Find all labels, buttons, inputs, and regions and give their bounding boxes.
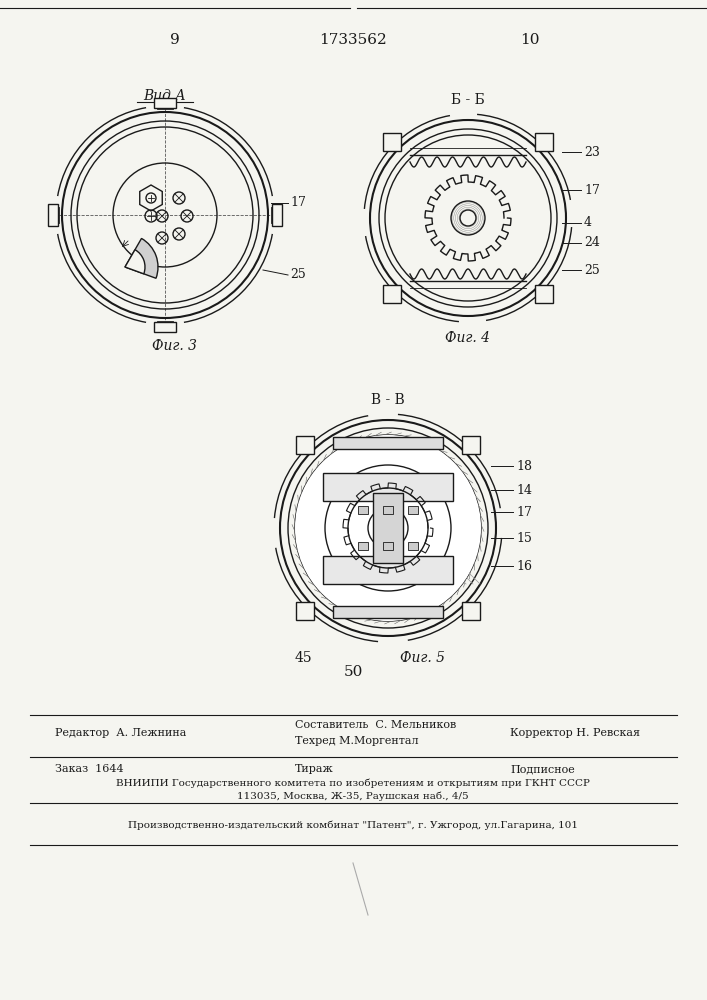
Text: Подписное: Подписное — [510, 764, 575, 774]
Bar — [296, 436, 315, 454]
Bar — [48, 204, 58, 226]
Bar — [272, 204, 282, 226]
Bar — [383, 542, 393, 550]
Text: 10: 10 — [520, 33, 539, 47]
Text: 45: 45 — [294, 651, 312, 665]
Text: Производственно-издательский комбинат "Патент", г. Ужгород, ул.Гагарина, 101: Производственно-издательский комбинат "П… — [128, 820, 578, 830]
Text: ВНИИПИ Государственного комитета по изобретениям и открытиям при ГКНТ СССР: ВНИИПИ Государственного комитета по изоб… — [116, 778, 590, 788]
Text: 17: 17 — [516, 506, 532, 518]
Text: 15: 15 — [516, 532, 532, 544]
Text: Корректор Н. Ревская: Корректор Н. Ревская — [510, 728, 640, 738]
Text: 113035, Москва, Ж-35, Раушская наб., 4/5: 113035, Москва, Ж-35, Раушская наб., 4/5 — [237, 791, 469, 801]
Text: Б - Б: Б - Б — [451, 93, 485, 107]
Wedge shape — [125, 250, 145, 274]
Bar — [296, 602, 315, 620]
Bar — [373, 493, 403, 563]
Bar — [383, 506, 393, 514]
Text: 23: 23 — [584, 145, 600, 158]
Circle shape — [295, 435, 481, 621]
Text: Фиг. 4: Фиг. 4 — [445, 331, 491, 345]
Wedge shape — [125, 238, 158, 278]
Text: 4: 4 — [584, 217, 592, 230]
Text: Тираж: Тираж — [295, 764, 334, 774]
Text: 24: 24 — [584, 236, 600, 249]
Text: 17: 17 — [584, 184, 600, 196]
Bar — [408, 506, 418, 514]
Text: Фиг. 5: Фиг. 5 — [400, 651, 445, 665]
Text: 9: 9 — [170, 33, 180, 47]
Text: Составитель  С. Мельников: Составитель С. Мельников — [295, 720, 456, 730]
Bar — [333, 437, 443, 449]
Bar — [462, 436, 480, 454]
Text: Редактор  А. Лежнина: Редактор А. Лежнина — [55, 728, 187, 738]
Text: Заказ  1644: Заказ 1644 — [55, 764, 124, 774]
Text: В - В: В - В — [371, 393, 405, 407]
Text: 1733562: 1733562 — [319, 33, 387, 47]
Text: Техред М.Моргентал: Техред М.Моргентал — [295, 736, 419, 746]
Text: 25: 25 — [290, 268, 305, 282]
Bar — [358, 542, 368, 550]
Bar — [534, 133, 553, 151]
Bar — [323, 556, 453, 584]
Bar — [462, 602, 480, 620]
Text: 14: 14 — [516, 484, 532, 496]
Bar — [383, 133, 402, 151]
Text: Фиг. 3: Фиг. 3 — [153, 339, 197, 353]
Bar — [154, 322, 176, 332]
Text: 18: 18 — [516, 460, 532, 473]
Bar — [358, 506, 368, 514]
Text: Вид А: Вид А — [144, 89, 187, 103]
Text: 50: 50 — [344, 665, 363, 679]
Bar — [408, 542, 418, 550]
Bar — [333, 606, 443, 618]
Text: 25: 25 — [584, 263, 600, 276]
Bar — [534, 285, 553, 303]
Bar — [154, 98, 176, 108]
Bar — [323, 473, 453, 501]
Text: 16: 16 — [516, 560, 532, 572]
Bar — [383, 285, 402, 303]
Text: 17: 17 — [290, 196, 306, 210]
